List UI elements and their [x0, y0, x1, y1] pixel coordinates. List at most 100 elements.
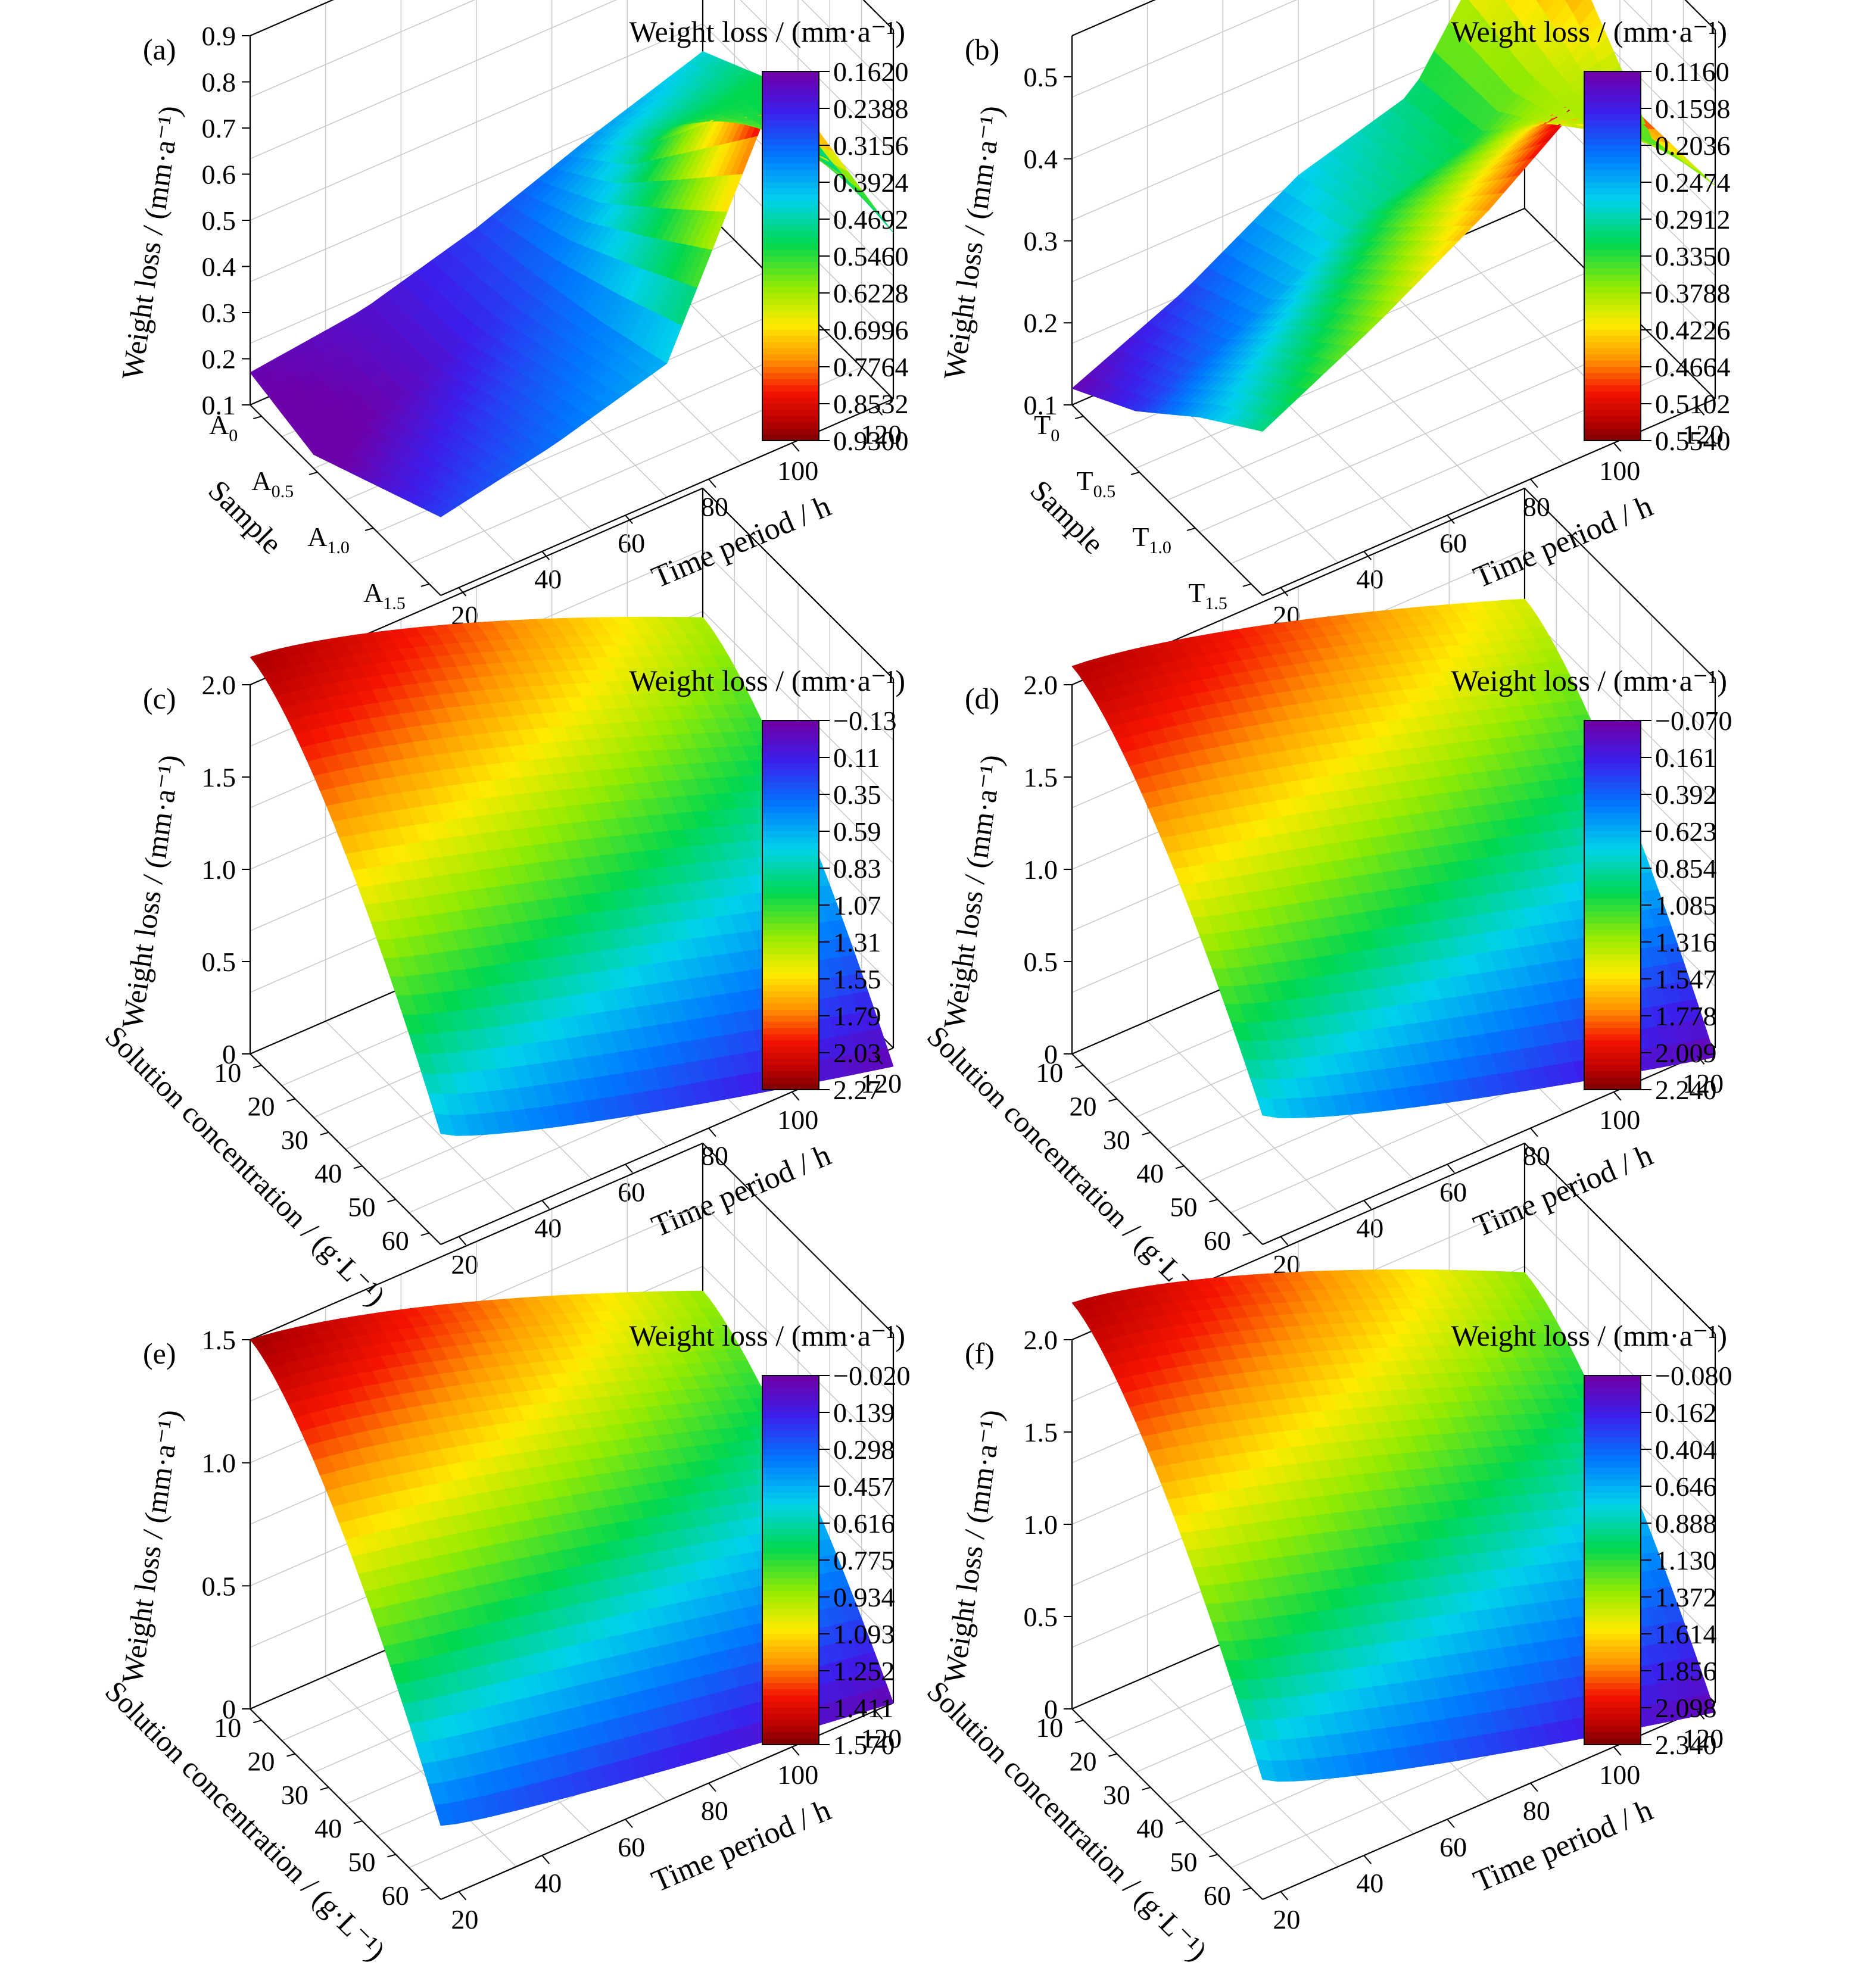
y-tick-label: 20 — [248, 1091, 275, 1122]
colorbar-step — [762, 911, 819, 918]
y-tick-base: A — [209, 410, 229, 440]
x-tick — [708, 478, 716, 488]
colorbar-tick-label: 0.5540 — [1655, 426, 1731, 456]
y-tick-base: A — [307, 522, 327, 552]
z-tick-label: 0.1 — [202, 390, 236, 420]
colorbar-step — [762, 367, 819, 374]
y-tick-base: T — [1034, 410, 1051, 440]
colorbar-step — [1584, 831, 1641, 838]
x-tick — [1363, 551, 1372, 560]
colorbar-step — [1584, 1003, 1641, 1010]
colorbar-step — [762, 954, 819, 961]
colorbar-tick-label: 2.240 — [1655, 1075, 1717, 1105]
y-tick-label: 50 — [348, 1191, 375, 1222]
colorbar-step — [1584, 1083, 1641, 1090]
colorbar-step — [1584, 769, 1641, 776]
colorbar-step — [762, 850, 819, 857]
colorbar-step — [762, 83, 819, 91]
colorbar-tick-label: 0.854 — [1655, 853, 1717, 884]
z-tick-label: 1.5 — [1024, 762, 1058, 793]
x-tick — [791, 442, 800, 452]
colorbar-step — [1584, 880, 1641, 887]
x-axis-label: Time period / h — [1469, 489, 1657, 595]
colorbar-tick-label: 1.316 — [1655, 927, 1717, 957]
y-tick — [253, 416, 262, 420]
x-tick-label: 60 — [1439, 1177, 1467, 1207]
colorbar-step — [762, 1040, 819, 1047]
surface-cell — [687, 617, 710, 626]
colorbar-step — [1584, 182, 1641, 189]
colorbar-step — [1584, 837, 1641, 844]
x-tick-label: 60 — [618, 1177, 645, 1207]
y-tick-label: 10 — [1036, 1057, 1063, 1088]
x-tick — [458, 1236, 467, 1246]
colorbar-step — [1584, 776, 1641, 783]
colorbar-step — [762, 763, 819, 770]
x-tick-label: 100 — [1599, 456, 1640, 486]
x-tick-label: 120 — [1682, 419, 1724, 450]
x-tick-label: 60 — [618, 528, 645, 558]
colorbar-step — [762, 225, 819, 232]
colorbar-step — [1584, 77, 1641, 85]
colorbar-step — [1584, 293, 1641, 300]
colorbar-step — [1584, 262, 1641, 269]
y-tick-label: T1.0 — [1132, 522, 1171, 557]
colorbar-step — [762, 397, 819, 404]
colorbar: −0.0700.1610.3920.6230.8541.0851.3161.54… — [1584, 706, 1732, 1105]
colorbar-tick-label: 0.6996 — [833, 315, 909, 345]
colorbar-step — [762, 887, 819, 894]
colorbar-step — [1584, 763, 1641, 770]
colorbar-tick-label: −0.070 — [1655, 706, 1732, 736]
colorbar-step — [1584, 120, 1641, 127]
colorbar-step — [762, 997, 819, 1004]
colorbar-step — [1584, 194, 1641, 201]
colorbar-step — [762, 1077, 819, 1084]
colorbar-tick-label: 0.5102 — [1655, 389, 1731, 419]
colorbar-step — [1584, 360, 1641, 367]
x-tick — [1613, 1091, 1622, 1101]
colorbar-tick-label: 0.161 — [1655, 743, 1717, 773]
colorbar-step — [1584, 720, 1641, 728]
x-tick-label: 120 — [861, 419, 902, 450]
x-tick — [791, 1091, 800, 1101]
x-tick-label: 40 — [534, 1213, 562, 1243]
colorbar-step — [1584, 416, 1641, 423]
x-axis-label: Time period / h — [647, 1138, 836, 1244]
colorbar-step — [762, 788, 819, 795]
z-axis-label: Weight loss / (mm·a⁻¹) — [937, 104, 1008, 382]
colorbar-step — [762, 905, 819, 912]
colorbar-step — [762, 188, 819, 195]
z-tick-label: 0.4 — [202, 252, 236, 282]
colorbar-step — [1584, 935, 1641, 943]
y-tick-base: A — [251, 466, 271, 496]
colorbar-tick-label: 0.4226 — [1655, 315, 1731, 345]
colorbar-step — [762, 274, 819, 282]
colorbar-step — [1584, 929, 1641, 937]
colorbar-tick-label: 0.3788 — [1655, 278, 1731, 308]
colorbar-title: Weight loss / (mm·a⁻¹) — [629, 15, 905, 48]
y-tick-base: T — [1076, 466, 1093, 496]
colorbar-step — [1584, 219, 1641, 226]
colorbar-step — [1584, 83, 1641, 91]
colorbar-step — [762, 151, 819, 158]
colorbar-step — [762, 837, 819, 844]
x-axis-label: Time period / h — [647, 489, 836, 595]
colorbar-tick-label: 1.79 — [833, 1001, 881, 1031]
colorbar-step — [762, 231, 819, 238]
colorbar-step — [1584, 170, 1641, 177]
colorbar-step — [1584, 330, 1641, 337]
grid-line — [250, 0, 894, 98]
x-tick — [874, 406, 883, 416]
panel-label: (a) — [143, 33, 176, 66]
colorbar-step — [762, 929, 819, 937]
y-tick-label: 40 — [314, 1158, 342, 1188]
colorbar-step — [762, 311, 819, 319]
colorbar-step — [762, 354, 819, 361]
colorbar-step — [1584, 164, 1641, 171]
colorbar-step — [762, 794, 819, 801]
